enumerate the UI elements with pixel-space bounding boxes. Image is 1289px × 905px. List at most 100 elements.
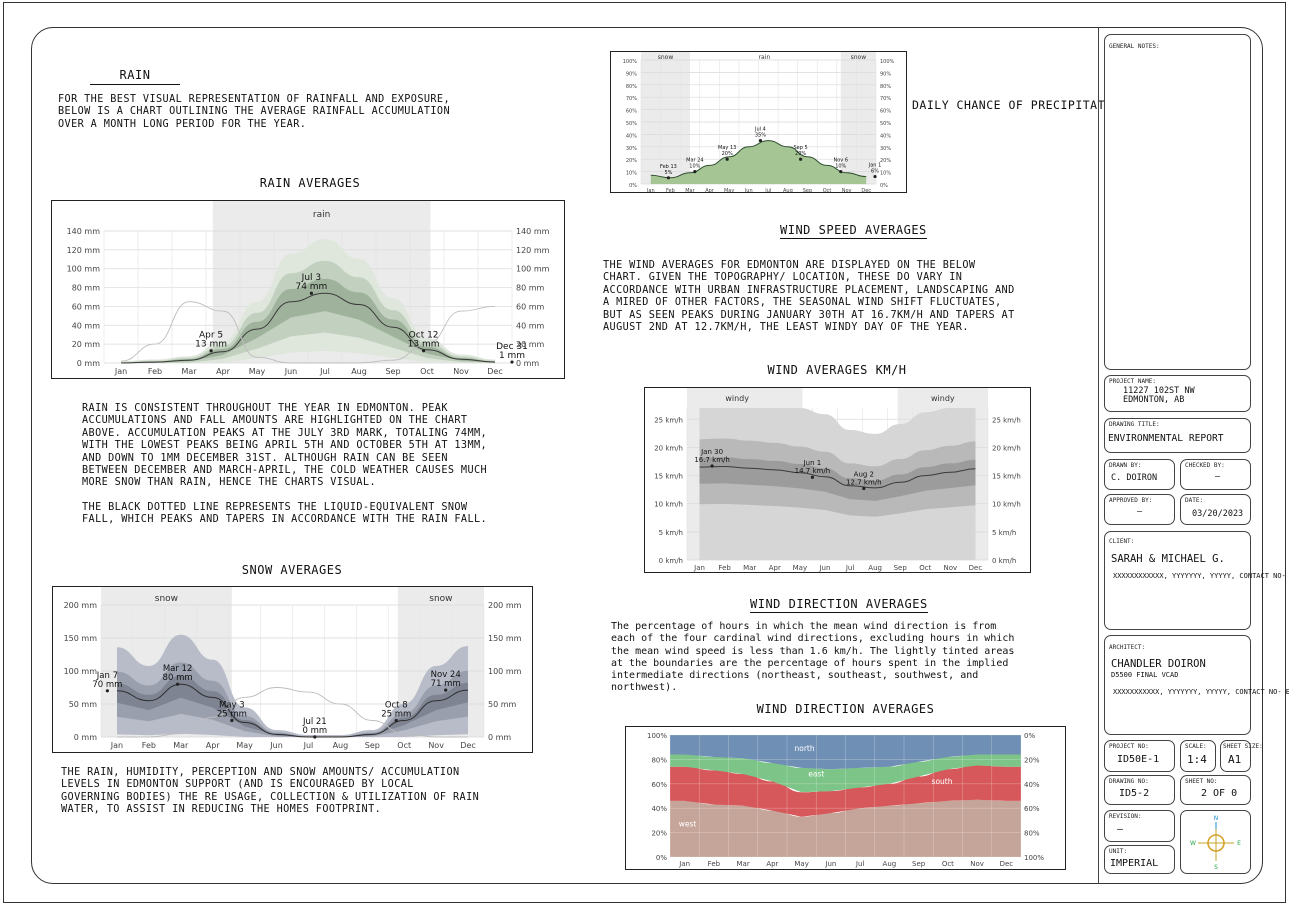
- annotation-date: Nov 6: [833, 158, 848, 164]
- y-tick-label: 15 km/h: [654, 473, 683, 481]
- y-tick-label: 100%: [647, 732, 667, 740]
- approved-by-label: APPROVED BY:: [1109, 497, 1153, 504]
- compass-e: E: [1237, 840, 1241, 847]
- x-tick-label: Jan: [693, 564, 705, 572]
- revision-value: —: [1117, 824, 1124, 835]
- mean-line: [120, 292, 496, 364]
- x-tick-label: Dec: [487, 367, 502, 376]
- scale-value: 1:4: [1187, 753, 1207, 766]
- annotation-point: [230, 718, 234, 723]
- architect-subtitle: D5500 FINAL VCAD: [1111, 671, 1179, 679]
- annotation-point: [799, 157, 803, 161]
- x-tick-label: Jul: [855, 860, 865, 868]
- annotation-point: [839, 170, 843, 174]
- y-tick-label: 10%: [626, 171, 637, 177]
- annotation-date: Jan 30: [700, 448, 723, 456]
- y-tick-label: 80%: [651, 756, 667, 764]
- annotation-point: [862, 486, 866, 491]
- y-tick-label-right: 140 mm: [516, 227, 550, 236]
- y-tick-label-right: 10 km/h: [992, 501, 1021, 509]
- annotation-point: [510, 360, 514, 364]
- architect-label: ARCHITECT:: [1109, 644, 1146, 651]
- client-name: SARAH & MICHAEL G.: [1111, 553, 1225, 565]
- annotation-date: Jan 7: [96, 671, 118, 681]
- approved-by-value: —: [1137, 507, 1143, 517]
- annotation-value: 20%: [722, 151, 733, 157]
- season-band-label: snow: [155, 594, 178, 604]
- x-tick-label: Oct: [420, 367, 434, 376]
- y-tick-label-right: 90%: [880, 71, 891, 77]
- x-tick-label: Aug: [333, 741, 349, 750]
- y-tick-label-right: 50%: [880, 121, 891, 127]
- annotation-value: 14.7 km/h: [795, 467, 830, 475]
- general-notes-box: GENERAL NOTES:: [1104, 34, 1251, 370]
- y-tick-label: 60%: [651, 781, 667, 789]
- drawn-by-label: DRAWN BY:: [1109, 462, 1142, 469]
- snow-equivalent-line: [120, 301, 496, 364]
- annotation-value: 10%: [689, 164, 700, 170]
- precipitation-label: DAILY CHANCE OF PRECIPITATION: [912, 98, 1128, 112]
- project-no-label: PROJECT NO:: [1109, 743, 1149, 750]
- annotation-point: [758, 139, 763, 143]
- drawn-by-value: C. DOIRON: [1111, 473, 1158, 483]
- client-details: XXXXXXXXXXXX, YYYYYYY, YYYYY, CONTACT NO…: [1113, 572, 1289, 580]
- y-tick-label: 120 mm: [67, 246, 101, 255]
- x-tick-label: Oct: [919, 564, 931, 572]
- y-tick-label-right: 100 mm: [516, 265, 550, 274]
- annotation-value: 10%: [835, 164, 846, 170]
- y-tick-label: 0 km/h: [659, 557, 683, 565]
- x-tick-label: Feb: [148, 367, 162, 376]
- drawing-title-label: DRAWING TITLE:: [1109, 421, 1160, 428]
- annotation-value: 80 mm: [163, 673, 193, 683]
- x-tick-label: May: [794, 860, 808, 868]
- compass-s: S: [1214, 864, 1218, 871]
- y-tick-label-right: 30%: [880, 146, 891, 152]
- x-tick-label: Jul: [845, 564, 855, 572]
- project-no-value: ID50E-1: [1117, 754, 1160, 765]
- y-tick-label: 150 mm: [64, 634, 98, 643]
- annotation-point: [309, 291, 313, 295]
- sheet-no-label: SHEET NO:: [1185, 778, 1218, 785]
- wind-direction-chart-svg: 0% 20% 40% 60% 80% 100% 100% 80% 60% 40% 20% 0% Jan F…: [647, 732, 1044, 868]
- y-tick-label-right: 60%: [880, 109, 891, 115]
- x-tick-label: Jun: [818, 564, 830, 572]
- x-tick-label: Dec: [1000, 860, 1014, 868]
- annotation-point: [666, 176, 671, 180]
- series-area-north: [670, 735, 1021, 770]
- x-tick-label: May: [249, 367, 266, 376]
- revision-label: REVISION:: [1109, 813, 1142, 820]
- architect-details: XXXXXXXXXXX, YYYYYYY, YYYYY, CONTACT NO-…: [1113, 688, 1289, 696]
- x-tick-label: Oct: [823, 188, 832, 192]
- y-tick-label: 50%: [626, 121, 637, 127]
- annotation-date: Mar 12: [163, 664, 193, 674]
- annotation-point: [394, 718, 398, 723]
- x-tick-label: Jan: [110, 741, 123, 750]
- y-tick-label: 5 km/h: [659, 529, 683, 537]
- y-tick-label: 100 mm: [67, 265, 101, 274]
- sheet-size-value: A1: [1228, 753, 1242, 766]
- annotation-point: [873, 174, 877, 179]
- x-tick-label: Jun: [284, 367, 298, 376]
- rain-chart-svg: 0 mm 0 mm 20 mm 20 mm 40 mm 40 mm 60 mm 60 mm 80…: [67, 201, 550, 376]
- annotation-date: Mar 24: [686, 158, 703, 164]
- y-tick-label-right: 20%: [880, 158, 891, 164]
- y-tick-label-right: 40%: [880, 133, 891, 139]
- checked-by-label: CHECKED BY:: [1185, 462, 1225, 469]
- x-tick-label: Oct: [397, 741, 411, 750]
- y-tick-label-right: 25 km/h: [992, 416, 1021, 424]
- client-label: CLIENT:: [1109, 538, 1135, 545]
- y-tick-label: 50 mm: [69, 700, 98, 709]
- annotation-date: Feb 13: [660, 164, 677, 170]
- general-notes-label: GENERAL NOTES:: [1109, 43, 1160, 50]
- north-arrow-box: N E S W: [1180, 810, 1251, 874]
- x-tick-label: May: [793, 564, 807, 572]
- x-tick-label: Mar: [737, 860, 750, 868]
- mean-line: [699, 465, 976, 489]
- snow-chart: 0 mm 0 mm 50 mm 50 mm 100 mm 100 mm 150 mm 150 …: [52, 586, 533, 753]
- y-tick-label-right: 20 mm: [516, 340, 545, 349]
- y-tick-label-right: 150 mm: [488, 634, 522, 643]
- data-band: [121, 278, 495, 363]
- annotation-point: [810, 475, 815, 479]
- compass-n: N: [1214, 815, 1219, 822]
- y-tick-label-right: 80%: [1024, 830, 1040, 838]
